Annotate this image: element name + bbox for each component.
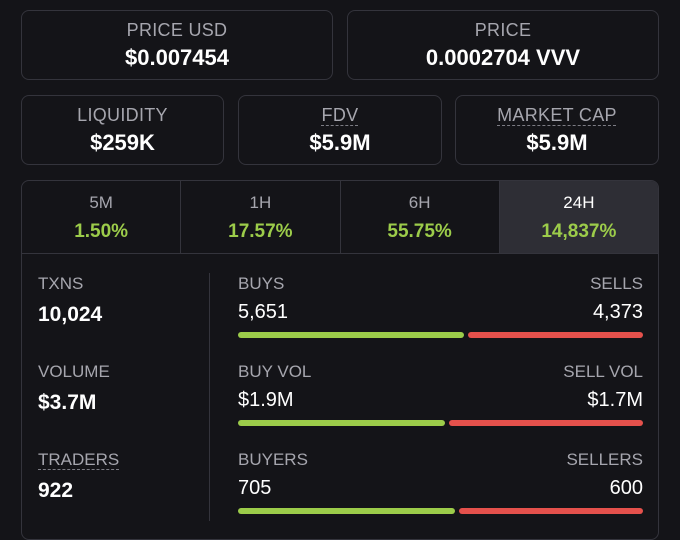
sellers-value: 600 — [609, 477, 643, 499]
buys-value: 5,651 — [238, 301, 289, 323]
tab-1h[interactable]: 1H 17.57% — [181, 181, 341, 253]
traders-label[interactable]: TRADERS — [38, 450, 120, 469]
sellers-bar — [458, 508, 643, 514]
price-usd-value: $0.007454 — [125, 45, 229, 70]
column-divider — [209, 273, 210, 521]
trading-stats-panel: 5M 1.50% 1H 17.57% 6H 55.75% 24H 14,837%… — [21, 180, 659, 540]
tab-5m-label: 5M — [89, 193, 113, 212]
sell-vol-label: SELL VOL — [563, 362, 643, 381]
price-native-value: 0.0002704 VVV — [425, 45, 581, 70]
buys-sells-row: BUYS SELLS 5,651 4,373 — [238, 274, 643, 354]
tab-5m[interactable]: 5M 1.50% — [22, 181, 182, 253]
sellers-label: SELLERS — [566, 450, 643, 469]
fdv-value: $5.9M — [309, 130, 371, 155]
txns-value: 10,024 — [38, 303, 103, 326]
fdv-card: FDV $5.9M — [238, 95, 442, 165]
market-cap-value: $5.9M — [526, 130, 588, 155]
volume-value: $3.7M — [38, 391, 97, 414]
timeframe-tabs: 5M 1.50% 1H 17.57% 6H 55.75% 24H 14,837% — [22, 181, 658, 254]
tab-1h-change: 17.57% — [228, 221, 293, 242]
buys-label: BUYS — [238, 274, 285, 293]
txns-stat: TXNS 10,024 — [38, 274, 102, 327]
fdv-label[interactable]: FDV — [321, 105, 359, 125]
sell-vol-value: $1.7M — [587, 389, 643, 411]
volume-label: VOLUME — [38, 362, 110, 381]
tab-5m-change: 1.50% — [74, 221, 129, 242]
buyers-value: 705 — [238, 477, 272, 499]
liquidity-value: $259K — [90, 130, 155, 155]
stats-section: TXNS 10,024 VOLUME $3.7M TRADERS 922 BUY… — [22, 253, 658, 539]
buys-bar — [238, 332, 465, 338]
tab-24h-label: 24H — [563, 193, 595, 212]
price-usd-label: PRICE USD — [126, 20, 228, 40]
txns-label: TXNS — [38, 274, 84, 293]
price-usd-card: PRICE USD $0.007454 — [21, 10, 333, 80]
traders-value: 922 — [38, 479, 74, 502]
sells-label: SELLS — [590, 274, 643, 293]
market-cap-label[interactable]: MARKET CAP — [497, 105, 617, 125]
volume-stat: VOLUME $3.7M — [38, 362, 110, 415]
buyers-sellers-row: BUYERS SELLERS 705 600 — [238, 450, 643, 530]
tab-1h-label: 1H — [249, 193, 272, 212]
tab-24h[interactable]: 24H 14,837% — [499, 181, 658, 253]
buy-vol-label: BUY VOL — [238, 362, 312, 381]
sells-bar — [468, 332, 643, 338]
sells-value: 4,373 — [592, 301, 643, 323]
buyers-label: BUYERS — [238, 450, 308, 469]
market-cap-card: MARKET CAP $5.9M — [455, 95, 659, 165]
price-native-label: PRICE — [474, 20, 532, 40]
liquidity-label: LIQUIDITY — [77, 105, 168, 125]
buy-sell-volume-row: BUY VOL SELL VOL $1.9M $1.7M — [238, 362, 643, 442]
tab-6h-change: 55.75% — [387, 221, 452, 242]
sell-vol-bar — [448, 420, 643, 426]
tab-6h[interactable]: 6H 55.75% — [341, 181, 500, 253]
buy-vol-value: $1.9M — [238, 389, 294, 411]
buy-vol-bar — [238, 420, 445, 426]
liquidity-card: LIQUIDITY $259K — [21, 95, 224, 165]
traders-stat: TRADERS 922 — [38, 450, 119, 503]
tab-6h-label: 6H — [408, 193, 431, 212]
buyers-bar — [238, 508, 455, 514]
price-native-card: PRICE 0.0002704 VVV — [347, 10, 659, 80]
tab-24h-change: 14,837% — [541, 221, 617, 242]
